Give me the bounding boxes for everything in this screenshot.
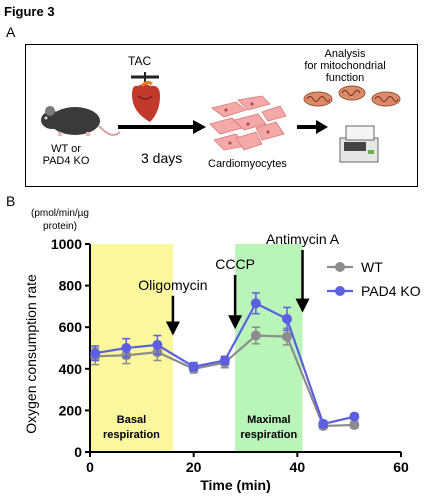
mouse-label-line1: WT or bbox=[51, 143, 81, 155]
region-label-line1: Maximal bbox=[247, 414, 290, 426]
tac-label: TAC bbox=[128, 54, 152, 68]
x-tick-label: 40 bbox=[290, 459, 306, 475]
y-tick-label: 200 bbox=[59, 402, 83, 418]
legend-label: PAD4 KO bbox=[361, 283, 421, 299]
data-point bbox=[121, 343, 132, 353]
x-axis-label: Time (min) bbox=[200, 477, 271, 493]
y-unit-line1: (pmol/min/µg bbox=[31, 208, 89, 219]
y-tick-label: 600 bbox=[59, 319, 83, 335]
annotation-label: Antimycin A bbox=[266, 231, 340, 247]
analysis-label-line2: for mitochondrial bbox=[304, 60, 386, 72]
analysis-label: Analysis for mitochondrial function bbox=[290, 48, 400, 84]
region-label-line1: Basal bbox=[117, 414, 146, 426]
arrow-to-analysis bbox=[297, 120, 328, 134]
legend-label: WT bbox=[361, 259, 383, 275]
cardiomyocytes-label: Cardiomyocytes bbox=[208, 158, 287, 170]
mouse-label-line2: PAD4 KO bbox=[42, 155, 90, 167]
data-point bbox=[318, 418, 329, 429]
x-tick-label: 0 bbox=[86, 459, 94, 475]
mouse-illustration bbox=[41, 106, 121, 136]
annotation-arrow-head bbox=[228, 315, 243, 330]
annotation-arrow-head bbox=[165, 321, 180, 336]
annotation-arrow-head bbox=[295, 298, 310, 313]
data-point bbox=[188, 361, 199, 372]
duration-label: 3 days bbox=[141, 150, 183, 166]
legend-swatch-marker bbox=[335, 286, 345, 296]
x-tick-label: 20 bbox=[186, 459, 202, 475]
data-point bbox=[219, 355, 230, 366]
panel-b-label: B bbox=[6, 193, 16, 209]
y-tick-label: 400 bbox=[59, 361, 83, 377]
data-point bbox=[152, 339, 163, 350]
mouse-genotype-label: WT or PAD4 KO bbox=[36, 143, 96, 167]
mitochondria-illustration bbox=[303, 85, 401, 107]
analysis-label-line3: function bbox=[325, 72, 365, 84]
annotation-label: Oligomycin bbox=[138, 277, 207, 293]
y-tick-label: 0 bbox=[74, 444, 82, 460]
data-point bbox=[250, 298, 261, 309]
y-unit-line2: protein) bbox=[43, 221, 77, 232]
arrow-to-cardiomyocytes bbox=[118, 120, 206, 134]
region-label-line2: respiration bbox=[103, 429, 160, 441]
analysis-label-line1: Analysis bbox=[324, 48, 366, 60]
heart-tac-illustration bbox=[131, 72, 160, 122]
x-tick-label: 60 bbox=[393, 459, 409, 475]
y-tick-label: 800 bbox=[59, 278, 83, 294]
schematic-panel bbox=[25, 44, 418, 187]
data-point bbox=[349, 419, 360, 430]
y-axis-label: Oxygen consumption rate bbox=[23, 274, 39, 434]
analyzer-instrument-illustration bbox=[339, 125, 379, 163]
figure-title: Figure 3 bbox=[4, 4, 55, 19]
data-point bbox=[349, 411, 360, 422]
schematic-drawing bbox=[41, 72, 401, 163]
y-tick-label: 1000 bbox=[51, 236, 82, 252]
data-point bbox=[90, 348, 101, 359]
annotation-label: CCCP bbox=[215, 256, 255, 272]
region-label-line2: respiration bbox=[240, 429, 297, 441]
data-point bbox=[281, 313, 292, 324]
panel-a-label: A bbox=[6, 24, 16, 40]
cardiomyocytes-illustration bbox=[209, 95, 287, 151]
data-point bbox=[281, 331, 292, 342]
legend-swatch-marker bbox=[335, 262, 345, 272]
data-point bbox=[250, 330, 261, 341]
